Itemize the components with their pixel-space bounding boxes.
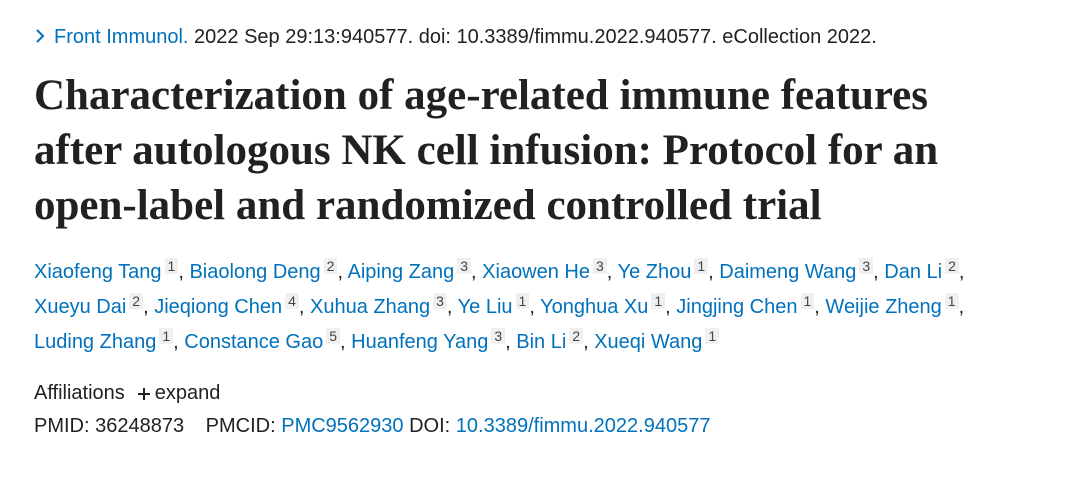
author: Ye Liu 1, — [457, 293, 535, 318]
author: Bin Li 2, — [516, 328, 589, 353]
author: Weijie Zheng 1, — [825, 293, 965, 318]
affiliations: Affiliations expand — [34, 378, 1044, 408]
separator: , — [958, 261, 965, 283]
article-header: Front Immunol. 2022 Sep 29:13:940577. do… — [34, 20, 1044, 444]
author-name[interactable]: Xueyu Dai — [34, 296, 127, 318]
author-name[interactable]: Jingjing Chen — [676, 296, 798, 318]
author-name[interactable]: Ye Zhou — [617, 261, 692, 283]
author-name[interactable]: Xueqi Wang — [594, 331, 703, 353]
author-name[interactable]: Xuhua Zhang — [310, 296, 431, 318]
pmcid-link[interactable]: PMC9562930 — [281, 415, 404, 437]
author: Huanfeng Yang 3, — [351, 328, 511, 353]
separator: , — [583, 331, 589, 353]
affiliation-number[interactable]: 1 — [944, 293, 959, 309]
affiliation-number[interactable]: 1 — [800, 293, 815, 309]
author: Biaolong Deng 2, — [189, 258, 344, 283]
separator: , — [143, 296, 149, 318]
author-name[interactable]: Biaolong Deng — [189, 261, 321, 283]
separator: , — [665, 296, 671, 318]
affiliation-number[interactable]: 1 — [651, 293, 666, 309]
identifiers: PMID: 36248873 PMCID: PMC9562930 DOI: 10… — [34, 408, 1044, 444]
author-name[interactable]: Luding Zhang — [34, 331, 157, 353]
separator: , — [337, 261, 344, 283]
affiliation-number[interactable]: 3 — [491, 328, 506, 344]
doi-label: DOI: — [409, 415, 451, 437]
affiliation-number[interactable]: 5 — [326, 328, 341, 344]
separator: , — [814, 296, 820, 318]
author-name[interactable]: Jieqiong Chen — [154, 296, 283, 318]
separator: , — [606, 261, 613, 283]
author: Daimeng Wang 3, — [719, 258, 879, 283]
affiliation-number[interactable]: 2 — [945, 258, 959, 274]
author: Ye Zhou 1, — [617, 258, 714, 283]
author: Yonghua Xu 1, — [540, 293, 671, 318]
author: Dan Li 2, — [884, 258, 965, 283]
author-name[interactable]: Xiaowen He — [482, 261, 590, 283]
affiliation-number[interactable]: 3 — [859, 258, 874, 274]
author-name[interactable]: Daimeng Wang — [719, 261, 857, 283]
affiliation-number[interactable]: 4 — [285, 293, 299, 309]
author: Jieqiong Chen 4, — [154, 293, 305, 318]
author-name[interactable]: Aiping Zang — [347, 261, 455, 283]
affiliation-number[interactable]: 1 — [705, 328, 720, 344]
affiliation-number[interactable]: 2 — [569, 328, 584, 344]
affiliations-label: Affiliations — [34, 382, 125, 404]
separator: , — [298, 296, 305, 318]
author: Constance Gao 5, — [184, 328, 346, 353]
author-name[interactable]: Huanfeng Yang — [351, 331, 489, 353]
chevron-icon — [36, 29, 45, 43]
author-name[interactable]: Constance Gao — [184, 331, 324, 353]
separator: , — [471, 261, 477, 283]
affiliation-number[interactable]: 3 — [433, 293, 447, 309]
separator: , — [708, 261, 714, 283]
article-title: Characterization of age-related immune f… — [34, 72, 939, 229]
author-name[interactable]: Xiaofeng Tang — [34, 261, 162, 283]
author: Xueyu Dai 2, — [34, 293, 149, 318]
separator: , — [340, 331, 346, 353]
doi-link[interactable]: 10.3389/fimmu.2022.940577 — [455, 415, 711, 437]
affiliation-number[interactable]: 3 — [593, 258, 607, 274]
author-name[interactable]: Dan Li — [884, 261, 943, 283]
pmid: 36248873 — [95, 415, 185, 437]
separator: , — [505, 331, 511, 353]
affiliation-number[interactable]: 1 — [164, 258, 179, 274]
citation-details: 2022 Sep 29:13:940577. doi: 10.3389/fimm… — [194, 26, 877, 48]
author: Luding Zhang 1, — [34, 328, 179, 353]
separator: , — [873, 261, 879, 283]
author: Xuhua Zhang 3, — [310, 293, 453, 318]
affiliation-number[interactable]: 2 — [129, 293, 144, 309]
affiliation-number[interactable]: 2 — [323, 258, 338, 274]
author: Aiping Zang 3, — [347, 258, 477, 283]
plus-icon[interactable] — [137, 387, 151, 401]
author-name[interactable]: Weijie Zheng — [825, 296, 942, 318]
citation: Front Immunol. 2022 Sep 29:13:940577. do… — [34, 20, 1044, 54]
affiliation-number[interactable]: 1 — [159, 328, 174, 344]
author: Jingjing Chen 1, — [676, 293, 820, 318]
pmcid-label: PMCID: — [205, 415, 276, 437]
author-list: Xiaofeng Tang 1, Biaolong Deng 2, Aiping Z… — [34, 255, 1044, 360]
pmid-label: PMID: — [34, 415, 90, 437]
separator: , — [173, 331, 179, 353]
affiliation-number[interactable]: 3 — [457, 258, 472, 274]
author-name[interactable]: Ye Liu — [457, 296, 513, 318]
separator: , — [178, 261, 184, 283]
author-name[interactable]: Bin Li — [516, 331, 567, 353]
separator: , — [529, 296, 535, 318]
author: Xiaofeng Tang 1, — [34, 258, 184, 283]
affiliation-number[interactable]: 1 — [515, 293, 530, 309]
expand-toggle[interactable]: expand — [154, 382, 221, 404]
author: Xiaowen He 3, — [482, 258, 613, 283]
author: Xueqi Wang 1 — [594, 328, 720, 353]
affiliation-number[interactable]: 1 — [694, 258, 709, 274]
author-name[interactable]: Yonghua Xu — [540, 296, 649, 318]
separator: , — [446, 296, 453, 318]
separator: , — [958, 296, 965, 318]
journal-link[interactable]: Front Immunol. — [54, 26, 189, 48]
